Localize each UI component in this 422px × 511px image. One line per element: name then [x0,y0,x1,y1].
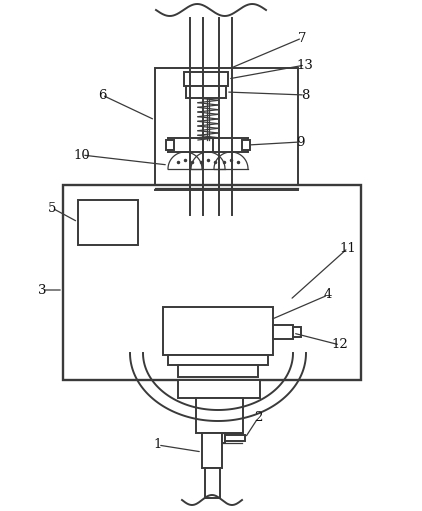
Text: 3: 3 [38,284,46,296]
Bar [222,433,225,443]
Text: 9: 9 [296,135,304,149]
Bar [63,185,361,380]
Bar [168,138,248,152]
Text: 12: 12 [332,338,349,352]
Bar [178,380,260,398]
Bar [166,140,174,150]
Text: 2: 2 [254,411,262,425]
Bar [178,365,258,377]
Text: 1: 1 [154,438,162,452]
Bar [78,200,138,245]
Bar [293,327,301,337]
Bar [203,138,213,152]
Bar [242,140,250,150]
Text: 5: 5 [48,201,56,215]
Text: 13: 13 [297,58,314,72]
Bar [155,68,298,190]
Text: 4: 4 [324,289,332,301]
Text: 8: 8 [301,88,309,102]
Text: 11: 11 [340,242,356,254]
Text: 10: 10 [73,149,90,161]
Bar [186,86,226,98]
Bar [168,355,268,365]
Bar [205,468,220,498]
Bar [196,398,243,433]
Bar [163,307,273,355]
Text: 6: 6 [98,88,106,102]
Bar [273,325,293,339]
Text: 7: 7 [298,32,306,44]
Bar [225,435,245,441]
Bar [184,72,228,86]
Bar [202,433,222,468]
